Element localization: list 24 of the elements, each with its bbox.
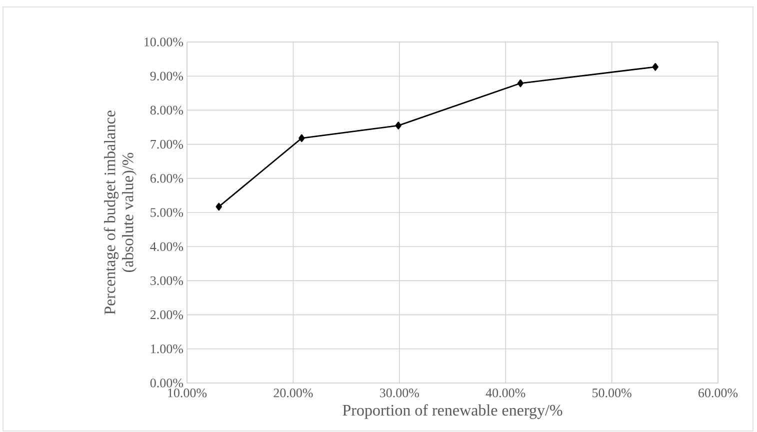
point — [298, 134, 305, 142]
point — [517, 79, 524, 88]
y-tick-label: 4.00% — [150, 242, 184, 252]
x-tick-label: 40.00% — [486, 388, 526, 398]
y-axis-title: Percentage of budget imbalance (absolute value)/% — [104, 110, 137, 314]
y-tick-label: 10.00% — [144, 38, 184, 46]
y-tick-label: 7.00% — [150, 140, 184, 149]
y-tick-label: 9.00% — [150, 72, 184, 81]
point — [652, 62, 658, 71]
x-tick-label: 10.00% — [168, 388, 207, 398]
y-tick-label: 6.00% — [150, 174, 184, 183]
y-tick-label: 5.00% — [150, 208, 184, 217]
y-tick-label: 0.00% — [150, 378, 184, 388]
x-tick-label: 20.00% — [274, 388, 313, 398]
y-tick-label: 1.00% — [151, 344, 184, 354]
point — [216, 202, 222, 211]
x-tick-label: 60.00% — [698, 388, 738, 398]
y-tick-label: 8.00% — [150, 106, 184, 115]
y-tick-label: 2.00% — [150, 310, 184, 320]
point — [395, 122, 402, 130]
x-tick-label: 30.00% — [380, 388, 419, 398]
y-tick-label: 3.00% — [150, 276, 184, 286]
x-tick-label: 50.00% — [592, 388, 632, 398]
x-axis-title: Proportion of renewable energy/% — [342, 404, 562, 419]
